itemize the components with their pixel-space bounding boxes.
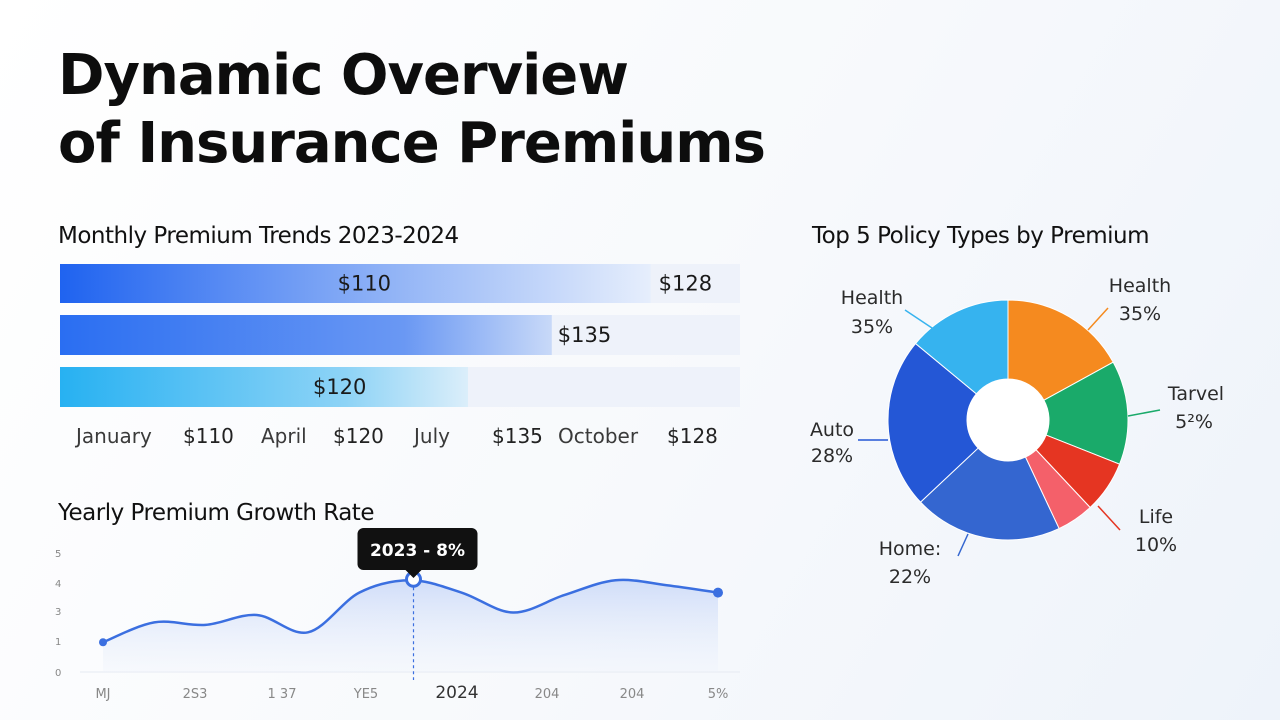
x-tick-label: YE5 [353, 687, 378, 702]
bar-value-label: $120 [313, 375, 366, 399]
pie-slice-percent: 22% [889, 566, 931, 588]
month-value: $110 [183, 424, 234, 448]
page-title-line-2: of Insurance Premiums [58, 111, 766, 176]
y-tick-label: 0 [55, 668, 61, 679]
x-tick-label: 1 37 [268, 687, 297, 702]
month-label: October [558, 424, 639, 448]
x-tick-label: 5% [708, 687, 729, 702]
month-label: July [412, 424, 450, 448]
line-point-end [713, 587, 723, 598]
y-tick-label: 1 [55, 637, 61, 648]
page-title: Dynamic Overview of Insurance Premiums [58, 42, 766, 178]
bar [60, 367, 468, 407]
month-label: April [261, 424, 307, 448]
tooltip-pointer [405, 570, 422, 578]
y-tick-label: 4 [55, 579, 61, 590]
x-tick-label: 2024 [435, 683, 478, 703]
page-title-line-1: Dynamic Overview [58, 43, 629, 108]
pie-leader-line [1127, 409, 1161, 417]
pie-slice-label: Auto [810, 419, 854, 441]
x-tick-label: MJ [95, 687, 110, 702]
month-label: January [74, 424, 152, 448]
pie-leader-line [957, 533, 969, 557]
month-value: $120 [333, 424, 384, 448]
tooltip-text: 2023 - 8% [370, 541, 465, 561]
pie-slice-label: Tarvel [1167, 383, 1224, 405]
x-tick-label: 2S3 [183, 687, 208, 702]
bar [60, 264, 651, 303]
x-tick-label: 204 [535, 687, 560, 702]
pie-leader-line [1097, 505, 1121, 531]
pie-slice-label: Home: [879, 538, 942, 560]
pie-leader-line [904, 309, 936, 331]
line-point-start [99, 638, 107, 647]
bar-outer-label: $128 [659, 272, 712, 296]
pie-slice-percent: 35% [1119, 303, 1161, 325]
line-chart-title: Yearly Premium Growth Rate [58, 500, 374, 526]
growth-area [103, 579, 718, 672]
bar-value-label: $135 [558, 323, 611, 347]
pie-slice-percent: 35% [851, 316, 893, 338]
month-value: $128 [667, 424, 718, 448]
tooltip-box [357, 528, 478, 570]
y-tick-label: 5 [55, 549, 61, 560]
bar-value-label: $110 [338, 272, 391, 296]
pie-slice-label: Health [841, 287, 903, 309]
pie-slice-label: Health [1109, 275, 1171, 297]
x-tick-label: 204 [620, 687, 645, 702]
y-tick-label: 3 [55, 607, 61, 618]
month-value: $135 [492, 424, 543, 448]
pie-slice [1007, 299, 1114, 401]
pie-leader-line [1087, 307, 1109, 331]
pie-slice-percent: 10% [1135, 534, 1177, 556]
pie-slice-percent: 5²% [1175, 411, 1213, 433]
bar [60, 315, 552, 355]
bar-chart-title: Monthly Premium Trends 2023-2024 [58, 223, 459, 249]
pie-chart-title: Top 5 Policy Types by Premium [812, 223, 1150, 249]
donut-hole [967, 379, 1049, 461]
pie-slice-label: Life [1139, 506, 1173, 528]
pie-slice-percent: 28% [811, 445, 853, 467]
